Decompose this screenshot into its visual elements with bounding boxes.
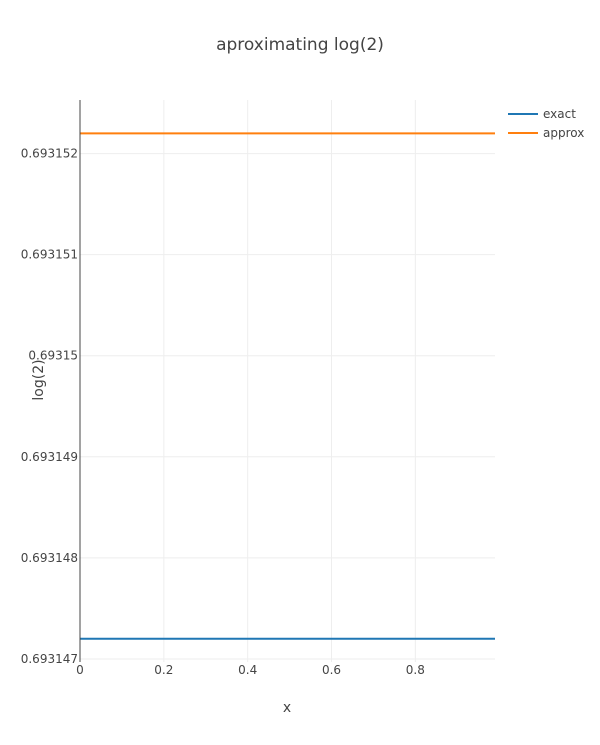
- y-tick-label: 0.693151: [21, 248, 78, 262]
- y-tick-label: 0.693152: [21, 147, 78, 161]
- x-tick-label: 0.8: [406, 663, 425, 677]
- legend[interactable]: exact approx: [508, 107, 584, 140]
- series-lines: [80, 132, 495, 640]
- chart-title: aproximating log(2): [216, 35, 384, 55]
- x-tick-labels: 0 0.2 0.4 0.6 0.8: [76, 663, 425, 677]
- y-axis-title: log(2): [31, 359, 47, 400]
- x-tick-label: 0.6: [322, 663, 341, 677]
- x-tick-label: 0.4: [238, 663, 257, 677]
- x-tick-label: 0.2: [154, 663, 173, 677]
- y-tick-label: 0.693149: [21, 450, 78, 464]
- y-tick-label: 0.693148: [21, 551, 78, 565]
- legend-item-exact[interactable]: exact: [508, 107, 576, 121]
- y-tick-label: 0.693147: [21, 652, 78, 666]
- x-tick-label: 0: [76, 663, 84, 677]
- grid: [80, 100, 495, 662]
- legend-item-approx[interactable]: approx: [508, 126, 584, 140]
- legend-label: approx: [543, 126, 584, 140]
- legend-label: exact: [543, 107, 576, 121]
- y-tick-label: 0.69315: [28, 349, 78, 363]
- y-tick-labels: 0.693147 0.693148 0.693149 0.69315 0.693151 0…: [21, 147, 78, 666]
- x-axis-title: x: [283, 700, 291, 716]
